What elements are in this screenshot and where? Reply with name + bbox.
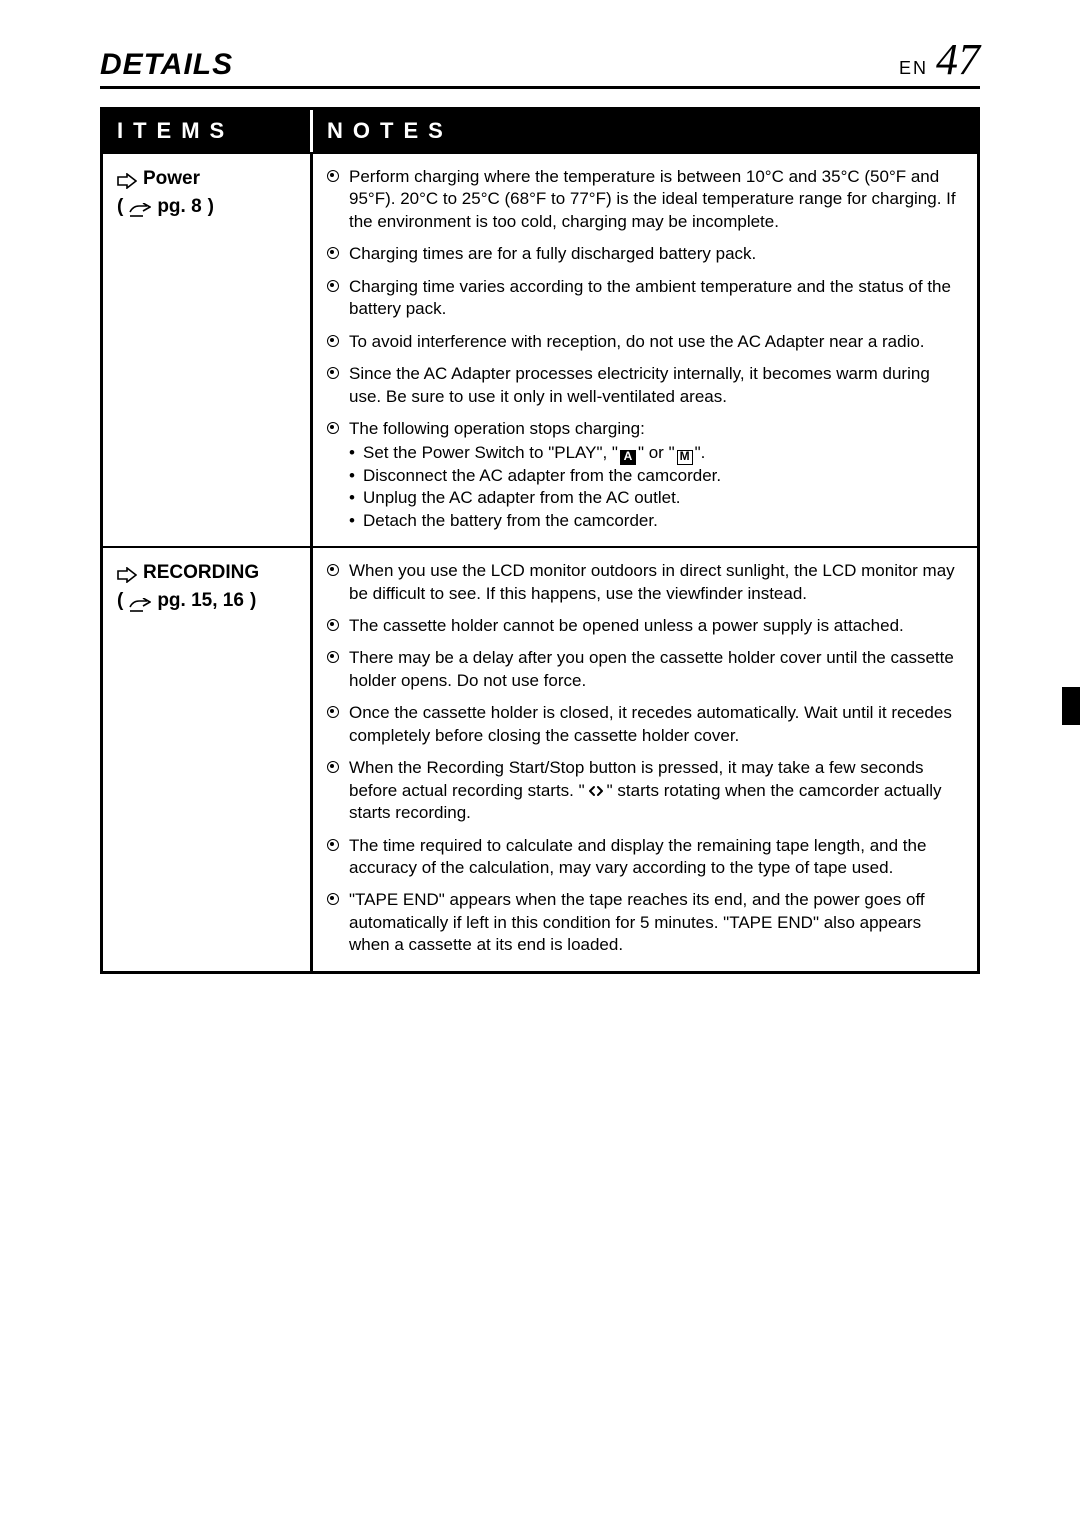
note-item: There may be a delay after you open the …: [327, 647, 963, 692]
pointer-icon: [129, 199, 151, 213]
sub-text-suffix: ".: [695, 443, 706, 462]
arrow-right-icon: [117, 565, 137, 581]
arrow-right-icon: [117, 171, 137, 187]
bullet-icon: [327, 367, 339, 379]
item-title: Power: [143, 166, 200, 192]
note-sublist: Set the Power Switch to "PLAY", "A" or "…: [349, 442, 963, 532]
note-item: To avoid interference with reception, do…: [327, 331, 963, 353]
section-title: DETAILS: [100, 48, 233, 82]
notes-list: Perform charging where the temperature i…: [327, 166, 963, 532]
bullet-icon: [327, 335, 339, 347]
note-item: Perform charging where the temperature i…: [327, 166, 963, 233]
note-text: Perform charging where the temperature i…: [349, 167, 956, 231]
item-cell-power: Power ( pg. 8): [103, 154, 313, 546]
mode-m-icon: M: [677, 450, 693, 465]
note-item: "TAPE END" appears when the tape reaches…: [327, 889, 963, 956]
note-item: Since the AC Adapter processes electrici…: [327, 363, 963, 408]
open-paren: (: [117, 588, 123, 614]
bullet-icon: [327, 280, 339, 292]
note-text: Charging time varies according to the am…: [349, 277, 951, 318]
notes-list: When you use the LCD monitor outdoors in…: [327, 560, 963, 957]
item-title: RECORDING: [143, 560, 259, 586]
item-cell-recording: RECORDING ( pg. 15, 16): [103, 548, 313, 971]
note-text: The cassette holder cannot be opened unl…: [349, 616, 904, 635]
note-item: The time required to calculate and displ…: [327, 835, 963, 880]
rotation-icon: [587, 782, 605, 796]
sub-text: Disconnect the AC adapter from the camco…: [363, 466, 721, 485]
bullet-icon: [327, 619, 339, 631]
sub-text-prefix: Set the Power Switch to "PLAY", ": [363, 443, 618, 462]
close-paren: ): [250, 588, 256, 614]
note-item: The cassette holder cannot be opened unl…: [327, 615, 963, 637]
bullet-icon: [327, 564, 339, 576]
note-text: Once the cassette holder is closed, it r…: [349, 703, 952, 744]
note-text: To avoid interference with reception, do…: [349, 332, 925, 351]
sub-text: Detach the battery from the camcorder.: [363, 511, 658, 530]
sub-text-mid: " or ": [638, 443, 675, 462]
notes-cell-recording: When you use the LCD monitor outdoors in…: [313, 548, 977, 971]
note-item: The following operation stops charging: …: [327, 418, 963, 532]
note-item: When you use the LCD monitor outdoors in…: [327, 560, 963, 605]
page-lang: EN: [899, 58, 928, 79]
bullet-icon: [327, 893, 339, 905]
page: DETAILS EN 47 ITEMS NOTES Power (: [0, 0, 1080, 1533]
note-item: Once the cassette holder is closed, it r…: [327, 702, 963, 747]
note-text: Since the AC Adapter processes electrici…: [349, 364, 930, 405]
note-item: Charging time varies according to the am…: [327, 276, 963, 321]
bullet-icon: [327, 170, 339, 182]
close-paren: ): [208, 194, 214, 220]
note-text: The following operation stops charging:: [349, 419, 645, 438]
bullet-icon: [327, 422, 339, 434]
item-page-ref: pg. 15, 16: [157, 588, 244, 614]
pointer-icon: [129, 594, 151, 608]
note-item: Charging times are for a fully discharge…: [327, 243, 963, 265]
bullet-icon: [327, 706, 339, 718]
open-paren: (: [117, 194, 123, 220]
note-text: Charging times are for a fully discharge…: [349, 244, 756, 263]
note-subitem: Unplug the AC adapter from the AC outlet…: [349, 487, 963, 509]
page-number-block: EN 47: [899, 38, 980, 82]
details-table: ITEMS NOTES Power ( pg. 8): [100, 107, 980, 974]
column-header-notes: NOTES: [313, 110, 977, 152]
bullet-icon: [327, 839, 339, 851]
page-number: 47: [936, 38, 980, 82]
note-subitem: Set the Power Switch to "PLAY", "A" or "…: [349, 442, 963, 464]
bullet-icon: [327, 651, 339, 663]
note-subitem: Detach the battery from the camcorder.: [349, 510, 963, 532]
note-text: There may be a delay after you open the …: [349, 648, 954, 689]
item-page-ref: pg. 8: [157, 194, 201, 220]
page-header: DETAILS EN 47: [100, 38, 980, 89]
table-row: RECORDING ( pg. 15, 16) When you use the…: [103, 546, 977, 971]
column-header-items: ITEMS: [103, 110, 313, 152]
sub-text: Unplug the AC adapter from the AC outlet…: [363, 488, 681, 507]
note-text: "TAPE END" appears when the tape reaches…: [349, 890, 925, 954]
note-subitem: Disconnect the AC adapter from the camco…: [349, 465, 963, 487]
page-edge-tab: [1062, 687, 1080, 725]
table-row: Power ( pg. 8) Perform charging where th…: [103, 152, 977, 546]
mode-a-icon: A: [620, 450, 636, 465]
notes-cell-power: Perform charging where the temperature i…: [313, 154, 977, 546]
note-text: The time required to calculate and displ…: [349, 836, 926, 877]
note-text: When you use the LCD monitor outdoors in…: [349, 561, 955, 602]
bullet-icon: [327, 247, 339, 259]
note-item: When the Recording Start/Stop button is …: [327, 757, 963, 824]
table-header: ITEMS NOTES: [103, 110, 977, 152]
bullet-icon: [327, 761, 339, 773]
